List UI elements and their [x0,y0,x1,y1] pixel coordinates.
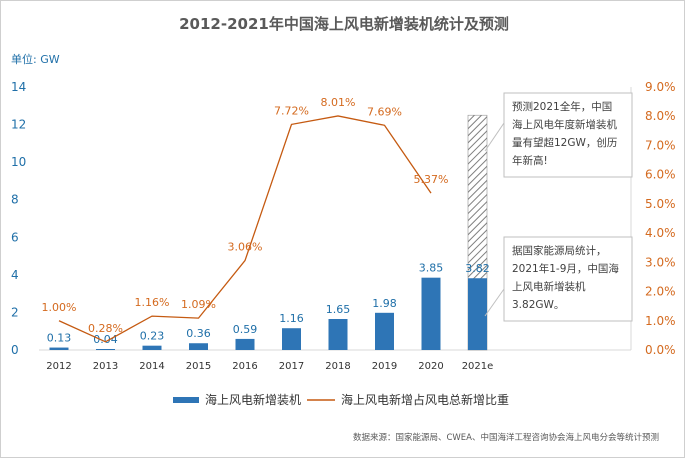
chart-title: 2012-2021年中国海上风电新增装机统计及预测 [179,15,509,33]
callout-text-line: 海上风电年度新增装机 [512,118,617,131]
x-axis-tick-label: 2016 [232,361,257,372]
right-axis: 0.0% 1.0% 2.0% 3.0% 4.0% 5.0% 6.0% 7.0% 8.0% 9.0% [630,80,676,357]
right-axis-tick-label: 2.0% [645,285,676,299]
left-axis: 0 2 4 6 8 10 12 14 [11,80,26,357]
bar [49,347,69,350]
left-axis-tick-label: 2 [11,305,19,319]
line-data-label: 5.37% [414,173,449,186]
line-data-label: 0.28% [88,322,123,335]
x-axis-tick-label: 2017 [279,361,304,372]
legend: 海上风电新增装机 海上风电新增占风电总新增比重 [173,392,509,407]
left-axis-tick-label: 8 [11,193,19,207]
bar-data-label: 0.04 [93,333,118,346]
x-axis-tick-label: 2015 [186,361,211,372]
right-axis-tick-label: 8.0% [645,109,676,123]
callout-text-line: 据国家能源局统计， [512,244,607,257]
left-axis-tick-label: 14 [11,80,26,94]
callout-text-line: 2021年1-9月，中国海 [512,262,619,275]
bar-data-label: 0.36 [186,327,211,340]
legend-swatch-bar [173,397,199,403]
x-axis-tick-label: 2018 [325,361,350,372]
bar [96,349,115,350]
right-axis-tick-label: 9.0% [645,80,676,94]
line-data-label: 3.06% [228,241,263,254]
right-axis-tick-label: 5.0% [645,197,676,211]
callout-text-line: 年新高! [512,154,548,167]
bar-series: 0.13 0.04 0.23 0.36 0.59 1.16 1.65 1.98 3.85 3.82 [47,114,490,351]
bar [142,345,162,350]
x-axis: 2012 2013 2014 2015 2016 2017 2018 2019 2020 2021… [46,361,493,372]
bar-data-label: 3.82 [465,262,490,275]
callout-box [503,92,633,178]
line-series: 1.00% 0.28% 1.16% 1.09% 3.06% 7.72% 8.01% 7.69%… [42,96,449,343]
callout-text-line: 上风电新增装机 [512,280,586,293]
x-axis-tick-label: 2020 [418,361,443,372]
callout-text-line: 3.82GW。 [512,299,564,311]
bar-data-label: 1.98 [372,297,397,310]
line-data-label: 1.16% [135,296,170,309]
bar-data-label: 0.23 [140,330,165,343]
x-axis-tick-label: 2019 [372,361,397,372]
source-note: 数据来源：国家能源局、CWEA、中国海洋工程咨询协会海上风电分会等统计预测 [353,432,659,443]
right-axis-tick-label: 0.0% [645,343,676,357]
x-axis-tick-label: 2021e [462,361,494,372]
line-data-label: 1.09% [181,298,216,311]
bar-data-label: 3.85 [419,262,444,275]
bar [421,277,441,350]
left-axis-tick-label: 0 [11,343,19,357]
right-axis-tick-label: 6.0% [645,168,676,182]
legend-label-bar: 海上风电新增装机 [205,392,301,407]
bar [235,338,255,350]
bar [328,319,348,350]
callout-text-line: 预测2021全年，中国 [512,100,612,113]
right-axis-tick-label: 1.0% [645,314,676,328]
line-data-label: 8.01% [321,96,356,109]
right-axis-tick-label: 4.0% [645,226,676,240]
bar-data-label: 0.59 [233,323,258,336]
unit-label: 单位: GW [11,52,60,66]
callout-leader [484,288,505,317]
line-data-label: 7.72% [274,104,309,117]
callout-box [503,236,633,322]
x-axis-tick-label: 2013 [93,361,118,372]
bar [375,312,394,350]
left-axis-tick-label: 10 [11,155,26,169]
left-axis-tick-label: 4 [11,268,19,282]
callout-leader [484,122,505,152]
bar [189,343,208,350]
right-axis-tick-label: 3.0% [645,255,676,269]
right-axis-tick-label: 7.0% [645,138,676,152]
left-axis-tick-label: 6 [11,230,19,244]
legend-label-line: 海上风电新增占风电总新增比重 [341,392,509,407]
left-axis-tick-label: 12 [11,118,26,132]
bar [468,278,487,350]
line-data-label: 1.00% [42,301,77,314]
bar-data-label: 1.65 [326,303,351,316]
x-axis-tick-label: 2012 [46,361,71,372]
callout-text-line: 量有望超12GW，创历 [512,136,617,149]
line-data-label: 7.69% [367,105,402,118]
bar-data-label: 0.13 [47,332,72,345]
bar [282,328,301,350]
x-axis-tick-label: 2014 [139,361,164,372]
bar-data-label: 1.16 [279,312,304,325]
line-path [58,115,432,343]
